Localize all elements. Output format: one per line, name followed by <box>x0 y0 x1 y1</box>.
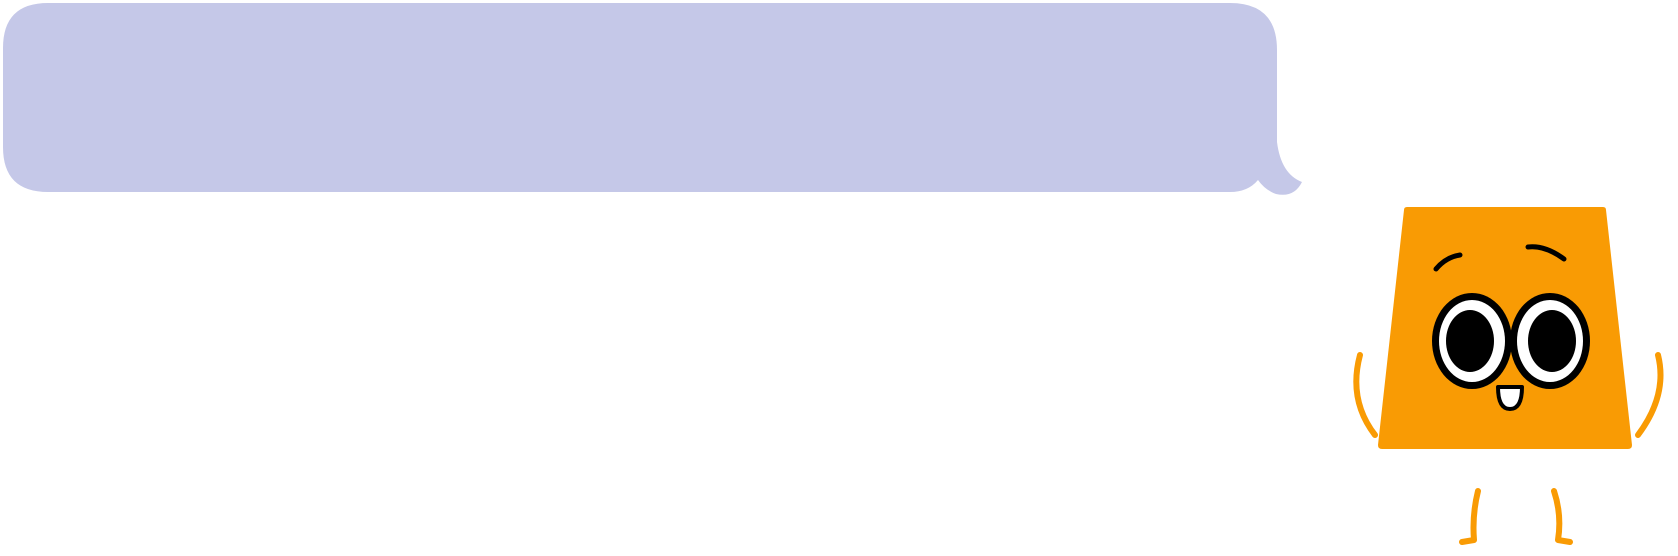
left-leg <box>1459 488 1481 545</box>
speech-bubble-shape <box>3 3 1302 195</box>
trapezoid-character <box>1353 207 1664 545</box>
left-arm <box>1353 352 1378 438</box>
right-leg <box>1551 488 1573 545</box>
right-arm <box>1635 352 1664 438</box>
mouth <box>1496 385 1524 411</box>
right-eyebrow <box>1525 244 1567 262</box>
speech-bubble <box>3 3 1302 195</box>
right-eye-pupil <box>1528 310 1576 372</box>
left-eyebrow <box>1433 252 1463 272</box>
left-eye-pupil <box>1446 310 1494 372</box>
